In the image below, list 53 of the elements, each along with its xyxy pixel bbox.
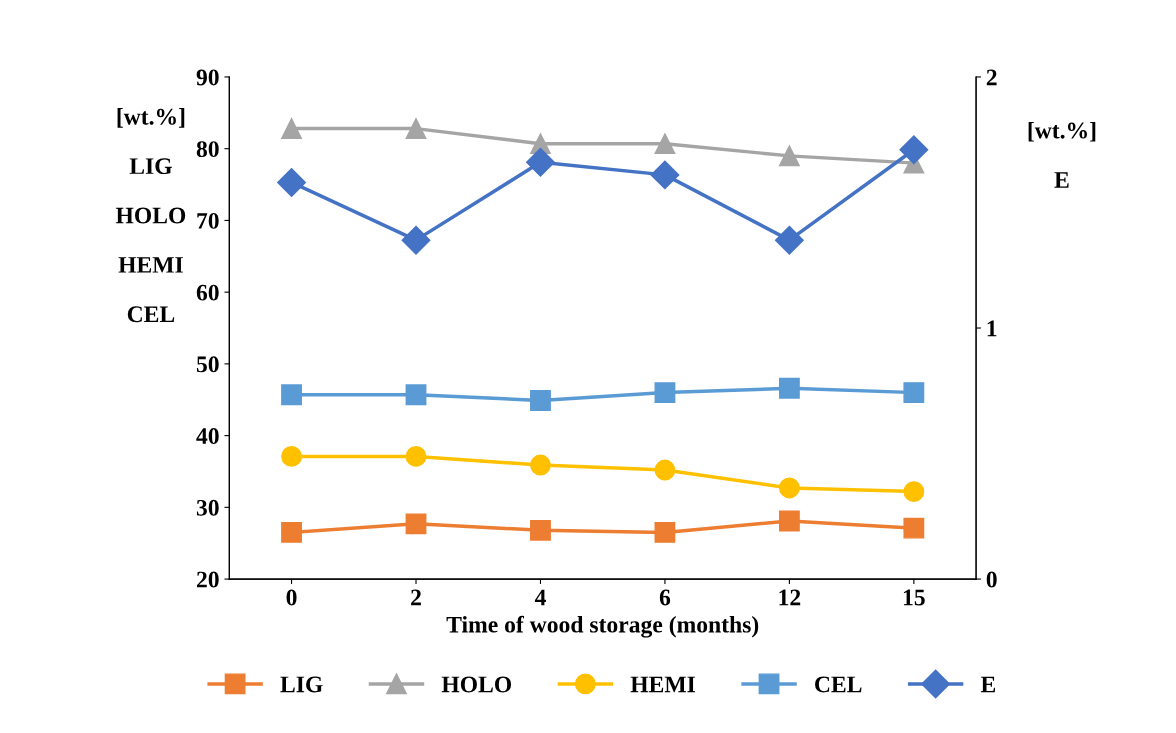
x-tick-label: 15 <box>903 589 925 606</box>
point <box>774 225 804 255</box>
point <box>654 382 676 403</box>
y-tick-label: 40 <box>196 428 219 445</box>
y-tick-label: 30 <box>196 499 219 516</box>
point <box>405 445 427 467</box>
point <box>530 390 551 411</box>
x-tick-label: 12 <box>779 589 801 606</box>
y-tick-label: 80 <box>196 141 219 158</box>
point <box>778 477 800 499</box>
x-tick-label: 2 <box>411 589 421 606</box>
x-axis-title: Time of wood storage (months) <box>446 615 759 638</box>
x-tick-label: 4 <box>534 589 546 606</box>
y2-tick-label: 0 <box>986 571 997 588</box>
point <box>281 445 302 467</box>
point <box>530 454 551 476</box>
point <box>405 513 427 535</box>
legend-label: E <box>980 676 996 693</box>
y-tick-label: 50 <box>196 356 219 373</box>
y-tick-label: 60 <box>196 284 219 301</box>
point <box>903 517 925 539</box>
legend-label: CEL <box>815 676 862 693</box>
y-tick-label: 20 <box>196 571 219 588</box>
point <box>401 225 431 255</box>
point <box>281 118 302 140</box>
y2-tick-label: 2 <box>986 69 997 86</box>
legend-label: HEMI <box>630 676 696 693</box>
point <box>650 160 680 190</box>
point <box>654 522 676 543</box>
point <box>530 519 551 541</box>
point <box>903 382 925 403</box>
point <box>778 145 800 167</box>
point <box>903 481 925 502</box>
y-tick-label: 70 <box>197 212 219 229</box>
point <box>405 384 427 406</box>
legend-label: LIG <box>280 676 323 693</box>
point <box>654 133 676 155</box>
x-tick-label: 6 <box>659 589 671 606</box>
text: [wt.%] E <box>1028 121 1096 188</box>
point <box>526 147 555 177</box>
point <box>281 384 302 406</box>
point <box>778 510 800 532</box>
legend-label: HOLO <box>441 676 512 693</box>
point <box>654 459 676 481</box>
text: [wt.%] LIG HOLO HEMI CEL <box>115 108 186 323</box>
y-tick-label: 90 <box>196 69 219 86</box>
y2-tick-label: 1 <box>987 320 997 337</box>
point <box>277 167 306 197</box>
point <box>281 522 302 543</box>
point <box>405 118 427 140</box>
point <box>778 377 800 399</box>
x-tick-label: 0 <box>286 589 297 606</box>
point <box>899 135 929 165</box>
